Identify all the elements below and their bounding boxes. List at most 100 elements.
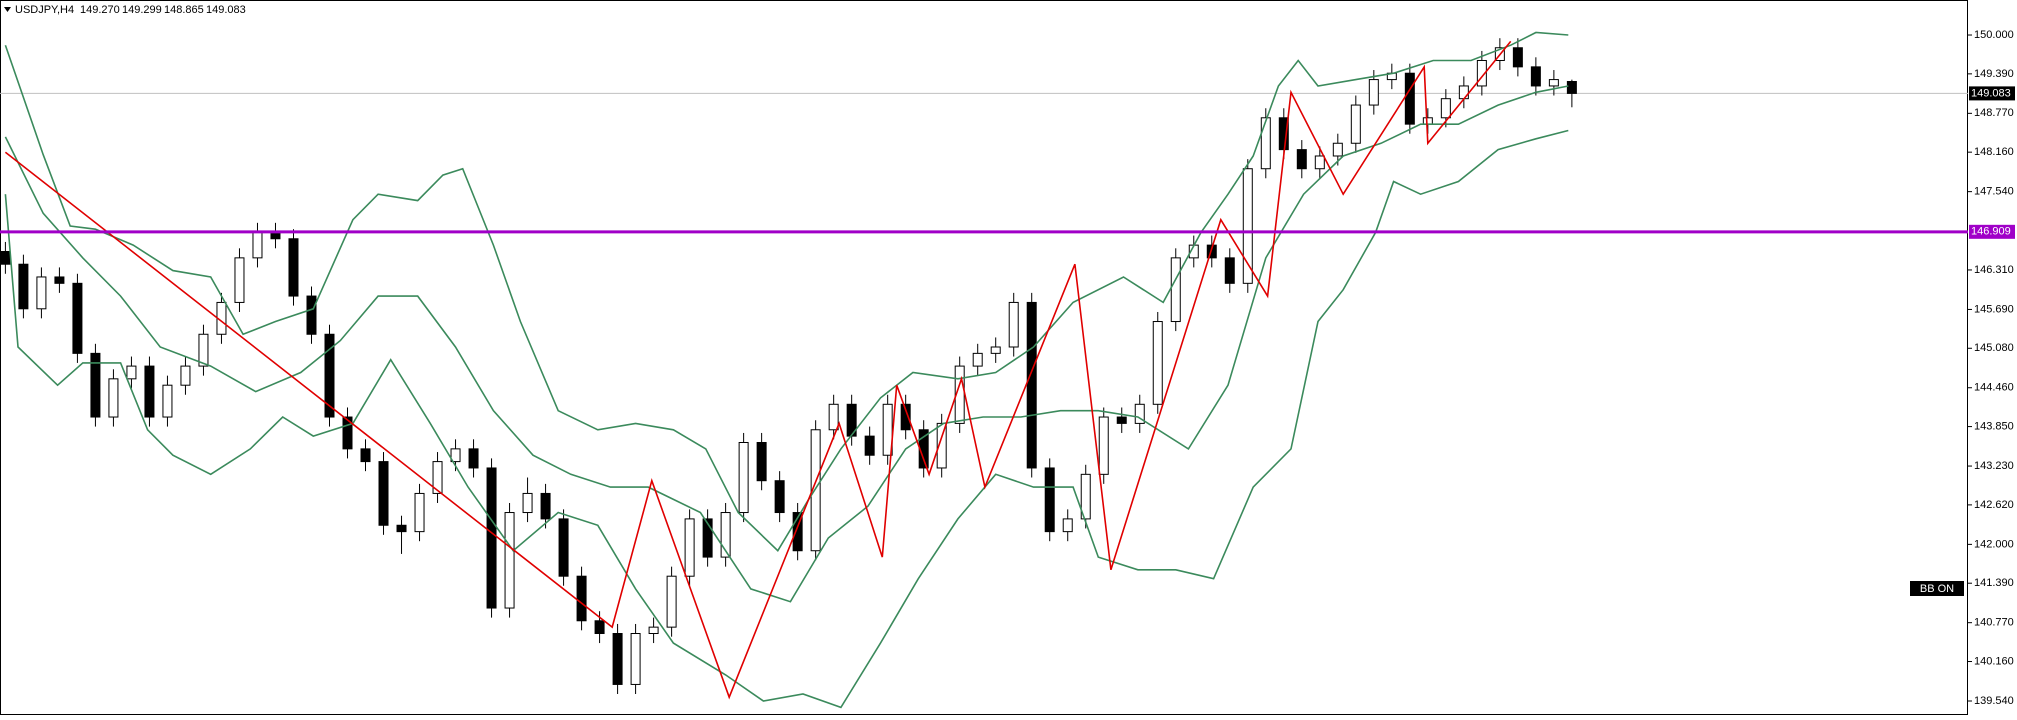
plot-frame bbox=[0, 0, 1968, 715]
candle-body bbox=[810, 429, 821, 552]
candle-body bbox=[468, 448, 479, 469]
candle-body bbox=[1044, 467, 1055, 533]
y-tick-label: 145.080 bbox=[1974, 342, 2014, 354]
candle-body bbox=[720, 512, 731, 558]
candle-body bbox=[198, 333, 209, 367]
candle-body bbox=[504, 512, 515, 609]
candle-body bbox=[1368, 79, 1379, 106]
menu-arrow[interactable] bbox=[4, 7, 11, 12]
candle-body bbox=[630, 633, 641, 685]
candle-body bbox=[1116, 416, 1127, 424]
last-price-label: 149.083 bbox=[1971, 87, 2011, 99]
bb-button[interactable] bbox=[1910, 581, 1964, 596]
bb-button-label[interactable]: BB ON bbox=[1920, 583, 1954, 595]
overlay-line bbox=[4, 129, 1569, 709]
candle-body bbox=[1170, 257, 1181, 323]
candle-body bbox=[486, 467, 497, 609]
candle-body bbox=[270, 231, 281, 240]
candle-body bbox=[396, 524, 407, 533]
candle-body bbox=[1404, 72, 1415, 125]
candle-body bbox=[990, 346, 1001, 354]
candle-body bbox=[594, 620, 605, 635]
candle-body bbox=[1260, 117, 1271, 170]
y-tick-label: 145.690 bbox=[1974, 303, 2014, 315]
candle-body bbox=[90, 352, 101, 418]
y-tick-label: 147.540 bbox=[1974, 186, 2014, 198]
overlay-line bbox=[4, 31, 1569, 552]
y-tick-label: 139.540 bbox=[1974, 695, 2014, 707]
level-label: 146.909 bbox=[1971, 226, 2011, 238]
candle-body bbox=[666, 575, 677, 628]
candle-body bbox=[306, 295, 317, 335]
candle-body bbox=[432, 461, 443, 494]
candle-body bbox=[324, 333, 335, 418]
candle-body bbox=[1206, 244, 1217, 259]
candle-body bbox=[648, 626, 659, 635]
candle-body bbox=[126, 365, 137, 380]
candle-body bbox=[684, 518, 695, 577]
candle-body bbox=[1296, 149, 1307, 170]
candle-body bbox=[1062, 518, 1073, 533]
y-tick-label: 142.620 bbox=[1974, 499, 2014, 511]
candle-body bbox=[612, 633, 623, 685]
candle-body bbox=[900, 403, 911, 431]
candle-body bbox=[1134, 403, 1145, 424]
y-tick-label: 146.310 bbox=[1974, 264, 2014, 276]
y-tick-label: 148.160 bbox=[1974, 146, 2014, 158]
candle-body bbox=[522, 492, 533, 514]
candle-body bbox=[54, 276, 65, 284]
y-tick-label: 143.850 bbox=[1974, 420, 2014, 432]
candle-body bbox=[1008, 301, 1019, 348]
candle-body bbox=[1440, 98, 1451, 119]
candle-body bbox=[864, 435, 875, 456]
quote-value: 149.083 bbox=[206, 4, 246, 16]
candle-body bbox=[252, 231, 263, 259]
quote-value: 149.299 bbox=[122, 4, 162, 16]
candle-body bbox=[1458, 85, 1469, 100]
quote-value: 149.270 bbox=[80, 4, 120, 16]
y-tick-label: 141.390 bbox=[1974, 577, 2014, 589]
quote-value: 148.865 bbox=[164, 4, 204, 16]
candle-body bbox=[774, 480, 785, 514]
quote: 149.270 149.299 148.865 149.083 bbox=[80, 4, 246, 16]
candle-body bbox=[756, 441, 767, 482]
y-tick-label: 140.770 bbox=[1974, 617, 2014, 629]
candle-body bbox=[180, 365, 191, 386]
chart-title: USDJPY,H4 bbox=[15, 4, 74, 16]
candle-body bbox=[108, 378, 119, 418]
overlay-line bbox=[4, 85, 1569, 603]
candle-body bbox=[450, 448, 461, 463]
overlay-line bbox=[4, 40, 1512, 700]
y-tick-label: 140.160 bbox=[1974, 655, 2014, 667]
candle-body bbox=[1080, 473, 1091, 520]
candle-body bbox=[1512, 47, 1523, 68]
y-tick-label: 149.390 bbox=[1974, 68, 2014, 80]
plot bbox=[0, 31, 1968, 709]
y-tick-label: 142.000 bbox=[1974, 538, 2014, 550]
y-tick-label: 148.770 bbox=[1974, 107, 2014, 119]
level-label-box bbox=[1969, 224, 2015, 239]
y-tick-label: 144.460 bbox=[1974, 382, 2014, 394]
candle-body bbox=[1098, 416, 1109, 475]
candle-body bbox=[162, 384, 173, 418]
candle-body bbox=[972, 352, 983, 367]
candle-body bbox=[378, 461, 389, 526]
candle-body bbox=[540, 492, 551, 520]
candle-body bbox=[414, 492, 425, 533]
candle-body bbox=[18, 263, 29, 310]
candle-body bbox=[1026, 301, 1037, 469]
candle-body bbox=[234, 257, 245, 303]
candle-body bbox=[1566, 80, 1577, 94]
candle-body bbox=[738, 441, 749, 514]
candle-body bbox=[1422, 117, 1433, 125]
candle-body bbox=[36, 276, 47, 310]
candle-body bbox=[792, 512, 803, 552]
candle-body bbox=[1224, 257, 1235, 284]
y-tick-label: 150.000 bbox=[1974, 29, 2014, 41]
candle-body bbox=[1332, 142, 1343, 157]
candle-body bbox=[828, 403, 839, 431]
last-price-box bbox=[1969, 86, 2015, 101]
candle-body bbox=[1530, 66, 1541, 87]
candle-body bbox=[1242, 168, 1253, 284]
candle-body bbox=[144, 365, 155, 418]
